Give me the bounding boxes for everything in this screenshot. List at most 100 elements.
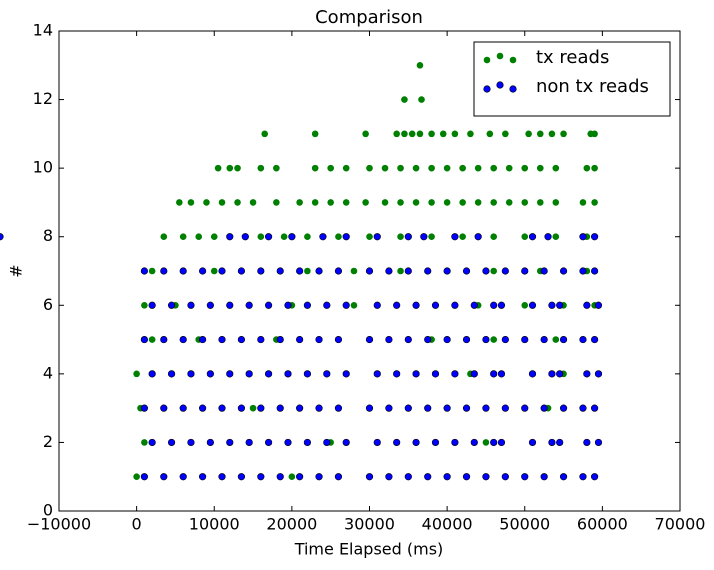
point (264, 438, 273, 447)
point (234, 164, 241, 172)
point (393, 370, 401, 378)
point (443, 267, 451, 275)
point (462, 473, 471, 481)
point (261, 130, 269, 138)
point (544, 233, 552, 241)
point (0, 233, 4, 241)
point (393, 438, 401, 447)
point (199, 404, 207, 412)
point (179, 267, 187, 275)
point (160, 233, 168, 241)
point (594, 370, 603, 378)
point (474, 199, 482, 206)
point (521, 267, 529, 275)
legend-label: tx reads (536, 47, 609, 68)
point (167, 370, 176, 378)
point (206, 301, 214, 309)
point (237, 404, 246, 412)
y-tick-label: 14 (33, 21, 53, 40)
point (540, 335, 548, 344)
point (540, 267, 548, 275)
point (521, 233, 529, 241)
point (133, 370, 140, 378)
point (141, 301, 148, 309)
point (451, 233, 459, 241)
point (431, 438, 440, 447)
point (342, 370, 350, 378)
point (505, 164, 513, 172)
point (276, 267, 284, 275)
point (226, 438, 234, 447)
point (350, 301, 358, 309)
point (342, 233, 350, 241)
point (342, 199, 350, 206)
point (133, 473, 140, 481)
point (218, 267, 226, 275)
point (187, 370, 195, 378)
point (199, 473, 207, 481)
point (245, 438, 253, 447)
point (350, 267, 358, 275)
y-tick-label: 12 (33, 89, 53, 108)
point (366, 164, 373, 172)
point (583, 438, 591, 447)
point (218, 335, 226, 344)
point (257, 335, 265, 344)
point (226, 370, 234, 378)
point (560, 130, 567, 138)
point (288, 233, 296, 241)
point (140, 335, 148, 344)
legend: tx reads non tx reads (473, 41, 671, 117)
point (525, 130, 532, 138)
point (490, 199, 498, 206)
point (540, 404, 548, 412)
point (401, 130, 408, 138)
y-tick-label: 0 (43, 501, 53, 520)
point (160, 267, 168, 275)
point (362, 199, 369, 206)
point (536, 164, 544, 172)
point (408, 130, 416, 138)
point (490, 267, 498, 275)
point (501, 404, 509, 412)
point (556, 370, 564, 378)
point (385, 267, 393, 275)
point (579, 473, 587, 481)
point (528, 438, 537, 447)
point (288, 473, 296, 481)
point (490, 164, 498, 172)
point (451, 370, 459, 378)
point (362, 130, 369, 138)
point (431, 301, 440, 309)
point (424, 267, 432, 275)
point (373, 301, 381, 309)
point (424, 404, 432, 412)
point (315, 267, 323, 275)
point (428, 199, 435, 206)
point (187, 199, 195, 206)
point (393, 301, 401, 309)
point (490, 233, 498, 241)
y-tick-label: 6 (43, 295, 53, 314)
point (418, 96, 425, 103)
point (470, 370, 478, 378)
point (187, 301, 195, 309)
point (280, 233, 288, 241)
point (373, 370, 381, 378)
y-tick-label: 4 (43, 363, 53, 382)
point (404, 404, 412, 412)
point (462, 267, 471, 275)
point (462, 335, 471, 344)
point (323, 301, 331, 309)
point (365, 267, 374, 275)
legend-marker (483, 56, 491, 64)
point (583, 164, 591, 172)
point (548, 301, 556, 309)
point (552, 233, 560, 241)
point (502, 130, 509, 138)
point (404, 335, 412, 344)
plot-area (0, 61, 603, 481)
point (404, 267, 412, 275)
point (245, 370, 253, 378)
point (257, 267, 265, 275)
